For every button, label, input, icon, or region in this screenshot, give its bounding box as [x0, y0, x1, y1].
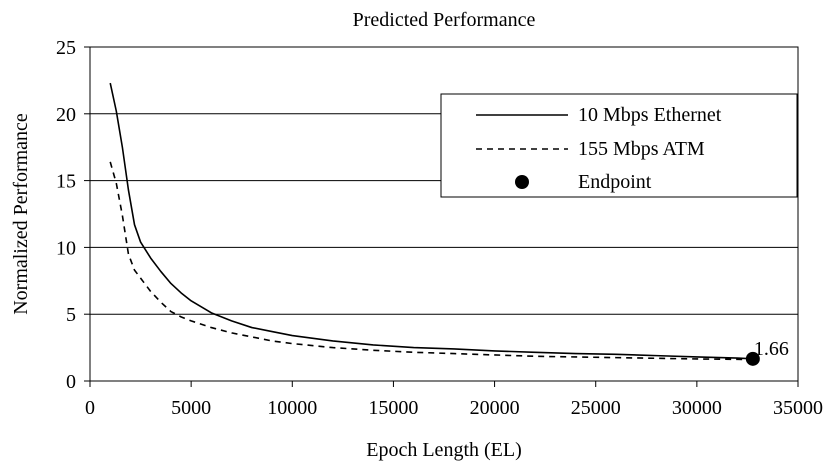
x-tick-label-25000: 25000 — [571, 397, 621, 419]
x-tick-label-10000: 10000 — [267, 397, 317, 419]
legend: 10 Mbps Ethernet 155 Mbps ATM Endpoint — [440, 93, 798, 198]
x-tick-label-5000: 5000 — [171, 397, 211, 419]
x-tick-label-0: 0 — [85, 397, 95, 419]
series-line-0 — [109, 82, 753, 360]
x-tick-label-30000: 30000 — [672, 397, 722, 419]
legend-ethernet-label: 10 Mbps Ethernet — [578, 104, 722, 126]
legend-endpoint-marker — [515, 175, 529, 189]
y-tick-label-5: 5 — [66, 304, 76, 326]
x-tick-label-35000: 35000 — [773, 397, 823, 419]
plot-area — [89, 46, 799, 382]
legend-atm-label: 155 Mbps ATM — [578, 138, 705, 160]
series-line-1 — [109, 161, 753, 361]
x-tick-labels: 0 5000 10000 15000 20000 25000 30000 35000 — [85, 381, 823, 419]
x-tick-label-15000: 15000 — [368, 397, 418, 419]
endpoint-label: 1.66 — [754, 338, 789, 360]
legend-box — [440, 93, 798, 198]
y-tick-label-10: 10 — [56, 237, 76, 259]
y-tick-label-15: 15 — [56, 171, 76, 193]
chart-title: Predicted Performance — [353, 9, 536, 31]
y-tick-label-0: 0 — [66, 371, 76, 393]
x-tick-label-20000: 20000 — [470, 397, 520, 419]
y-axis-title: Normalized Performance — [10, 113, 32, 315]
series-layer — [109, 82, 753, 361]
x-axis-title: Epoch Length (EL) — [366, 439, 522, 461]
y-tick-labels: 0 5 10 15 20 25 — [56, 37, 90, 393]
endpoint-marker — [745, 351, 760, 366]
y-tick-label-20: 20 — [56, 104, 76, 126]
legend-endpoint-label: Endpoint — [578, 171, 652, 193]
y-tick-label-25: 25 — [56, 37, 76, 59]
